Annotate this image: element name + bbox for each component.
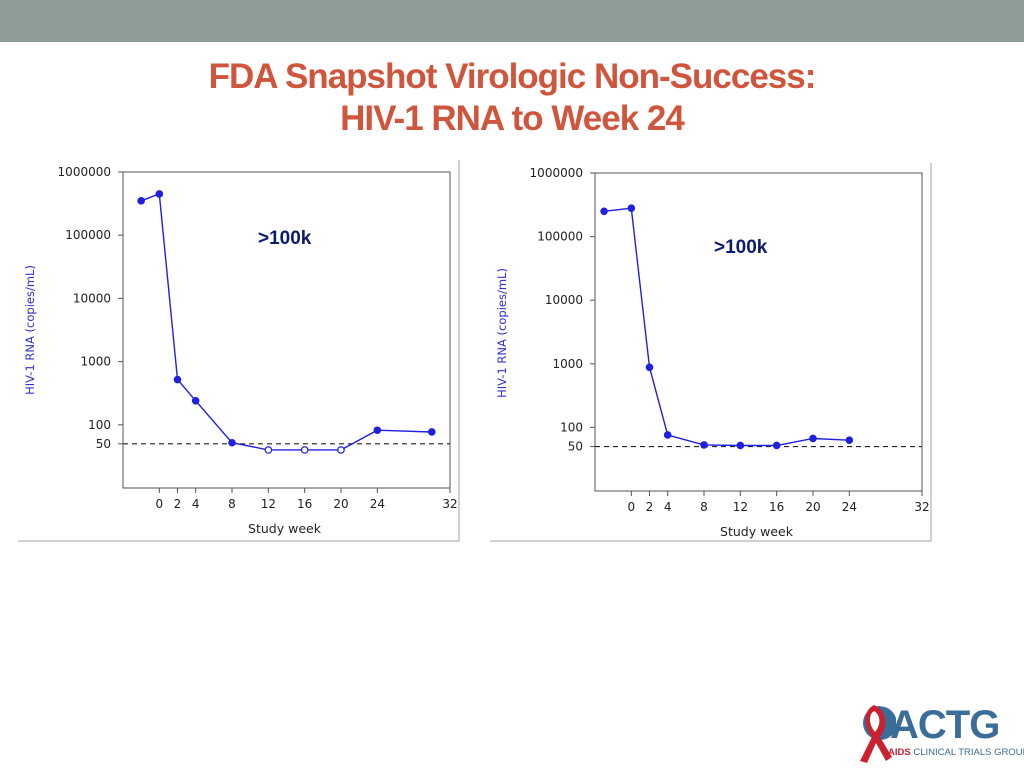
x-tick-label: 24	[842, 500, 857, 514]
x-tick-label: 4	[664, 500, 672, 514]
data-point	[700, 441, 708, 449]
chart-panel-right: 1000000 100000 10000 1000 100 50 0 2 4 8 12 16 20 24 3…	[490, 163, 932, 542]
y-tick-label: 1000	[80, 355, 111, 369]
slide-title-line-1: FDA Snapshot Virologic Non-Success:	[208, 57, 817, 96]
x-tick-label: 12	[733, 500, 748, 514]
y-tick-label: 10000	[73, 291, 111, 305]
x-tick-label: 8	[228, 497, 236, 511]
chart-panel-left: 1000000 100000 10000 1000 100 50 0 2 4 8 12 16 20 24 3…	[18, 160, 460, 542]
logo-subtitle: AIDS CLINICAL TRIALS GROUP	[888, 747, 1024, 758]
data-point	[300, 446, 309, 454]
y-axis-label: HIV-1 RNA (copies/mL)	[495, 268, 509, 398]
y-tick-label: 50	[96, 437, 111, 451]
chart-annotation: >100k	[258, 228, 312, 249]
data-point	[373, 426, 382, 435]
red-ribbon-globe-icon	[860, 705, 896, 763]
actg-logo: ACTG AIDS CLINICAL TRIALS GROUP	[856, 697, 1024, 767]
logo-subtitle-aids: AIDS	[888, 747, 911, 758]
chart-annotation: >100k	[714, 237, 768, 258]
y-tick-label: 10000	[545, 293, 583, 307]
x-tick-label: 2	[646, 500, 654, 514]
data-point	[845, 436, 854, 444]
x-axis-label: Study week	[720, 524, 794, 539]
x-tick-label: 2	[174, 497, 182, 511]
slide-title-line-2: HIV-1 RNA to Week 24	[340, 99, 685, 138]
data-point	[155, 190, 164, 198]
y-axis-label: HIV-1 RNA (copies/mL)	[23, 265, 37, 395]
x-tick-label: 32	[914, 500, 929, 514]
data-point	[736, 441, 745, 450]
y-tick-label: 1000000	[58, 165, 111, 179]
logo-wordmark: ACTG	[890, 703, 1000, 747]
data-point	[264, 446, 273, 454]
data-point	[627, 204, 636, 212]
series-line	[140, 192, 432, 451]
logo-subtitle-rest: CLINICAL TRIALS GROUP	[913, 747, 1024, 758]
x-tick-label: 32	[442, 497, 457, 511]
data-point	[191, 396, 200, 405]
x-tick-label: 4	[192, 497, 200, 511]
y-tick-label: 1000	[552, 357, 583, 371]
y-tick-label: 100	[88, 418, 111, 432]
x-tick-label: 8	[700, 500, 708, 514]
x-tick-label: 24	[370, 497, 385, 511]
y-tick-label: 50	[568, 440, 583, 454]
data-point	[772, 441, 781, 450]
x-tick-label: 0	[156, 497, 164, 511]
x-axis-label: Study week	[248, 521, 322, 536]
slide-title: FDA Snapshot Virologic Non-Success: HIV-…	[0, 56, 1024, 140]
y-tick-label: 1000000	[530, 166, 583, 180]
data-point	[173, 375, 182, 384]
plot-frame	[122, 171, 451, 489]
x-tick-label: 0	[628, 500, 636, 514]
data-point	[137, 197, 145, 205]
top-banner	[0, 0, 1024, 42]
data-point	[228, 438, 236, 447]
plot-frame	[594, 172, 923, 492]
data-point	[428, 428, 436, 436]
y-tick-label: 100000	[65, 228, 111, 242]
data-point	[337, 446, 345, 454]
data-point	[663, 431, 672, 439]
data-point	[645, 363, 654, 372]
y-tick-label: 100	[560, 420, 583, 434]
data-point	[809, 434, 817, 443]
x-tick-label: 16	[769, 500, 784, 514]
x-tick-label: 16	[297, 497, 312, 511]
x-tick-label: 20	[333, 497, 348, 511]
y-tick-label: 100000	[537, 230, 583, 244]
x-tick-label: 20	[805, 500, 820, 514]
data-point	[600, 207, 608, 216]
x-tick-label: 12	[261, 497, 276, 511]
